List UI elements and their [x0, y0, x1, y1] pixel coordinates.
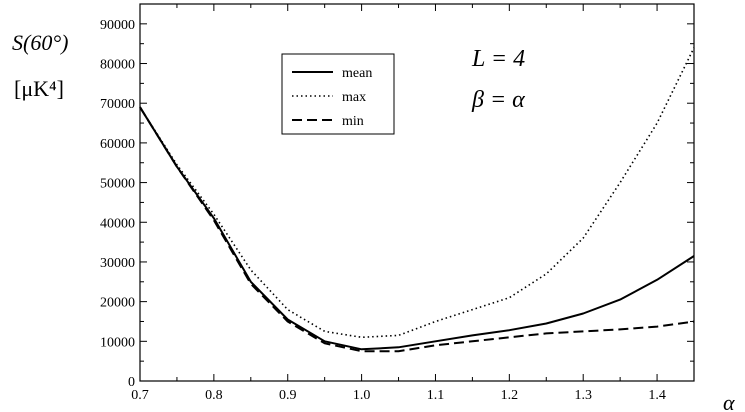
- legend-box: [281, 53, 395, 135]
- y-tick-label: 80000: [100, 58, 135, 73]
- x-tick-label: 1.3: [574, 388, 592, 403]
- plot-frame: [139, 3, 695, 382]
- y-tick-label: 50000: [100, 177, 135, 192]
- y-tick-label: 90000: [100, 18, 135, 33]
- legend-label-min: min: [342, 114, 364, 129]
- y-tick-label: 0: [128, 375, 135, 390]
- x-tick-label: 1.2: [501, 388, 519, 403]
- x-tick-label: 1.4: [648, 388, 666, 403]
- series-line-min: [139, 106, 695, 353]
- y-tick-label: 70000: [100, 97, 135, 112]
- x-tick-label: 1.0: [353, 388, 371, 403]
- y-tick-label: 60000: [100, 137, 135, 152]
- x-tick-label: 1.1: [427, 388, 445, 403]
- y-tick-label: 40000: [100, 216, 135, 231]
- legend-label-max: max: [342, 90, 366, 105]
- annotation-beta: β = α: [471, 87, 525, 113]
- y-tick-label: 10000: [100, 335, 135, 350]
- series-lines: [139, 47, 695, 353]
- y-axis-unit: [μK⁴]: [14, 76, 64, 101]
- x-tick-label: 0.7: [131, 388, 149, 403]
- ticks: 0.7 0.8 0.9 1.0 1.1 1.2 1.3 1.4 0 10000 20000 30000…: [100, 4, 695, 403]
- x-tick-label: 0.8: [205, 388, 223, 403]
- y-tick-label: 30000: [100, 256, 135, 271]
- annotation-l: L = 4: [471, 46, 525, 72]
- legend: mean max min: [281, 53, 395, 135]
- legend-label-mean: mean: [342, 66, 372, 81]
- series-line-max: [139, 47, 695, 339]
- series-line-mean: [139, 106, 695, 351]
- y-axis-title: S(60°): [12, 30, 68, 55]
- x-axis-title: α: [723, 390, 735, 412]
- y-tick-label: 20000: [100, 296, 135, 311]
- x-tick-label: 0.9: [279, 388, 297, 403]
